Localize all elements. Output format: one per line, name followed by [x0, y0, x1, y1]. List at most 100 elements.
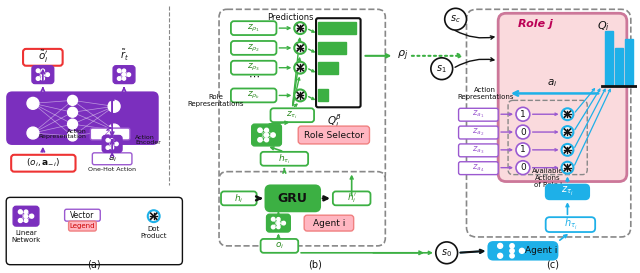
Circle shape: [36, 69, 40, 73]
FancyBboxPatch shape: [221, 191, 257, 205]
Circle shape: [41, 69, 44, 72]
Text: Linear
Network: Linear Network: [12, 230, 41, 243]
Text: Legend: Legend: [70, 223, 95, 229]
Circle shape: [122, 69, 125, 72]
Circle shape: [108, 124, 120, 136]
Bar: [625, 39, 633, 85]
Text: Action
Encoder: Action Encoder: [135, 135, 161, 145]
Text: 0: 0: [520, 127, 526, 136]
Circle shape: [282, 221, 285, 225]
Circle shape: [27, 97, 39, 109]
Text: One-Hot Action: One-Hot Action: [88, 167, 136, 172]
Text: $\tilde{o}_i^{\prime}$: $\tilde{o}_i^{\prime}$: [38, 49, 48, 65]
Text: $s_0$: $s_0$: [441, 247, 452, 259]
Text: $a_i$: $a_i$: [108, 153, 116, 164]
FancyBboxPatch shape: [23, 49, 63, 66]
Circle shape: [561, 108, 573, 120]
FancyBboxPatch shape: [231, 61, 276, 75]
FancyBboxPatch shape: [498, 13, 627, 182]
Bar: [318, 22, 356, 34]
Text: 0: 0: [520, 163, 526, 172]
Circle shape: [561, 126, 573, 138]
FancyBboxPatch shape: [219, 172, 385, 246]
Text: $\cdots$: $\cdots$: [248, 71, 260, 81]
Circle shape: [68, 96, 77, 105]
FancyBboxPatch shape: [65, 209, 100, 221]
Text: $h_i'$: $h_i'$: [347, 192, 356, 205]
FancyBboxPatch shape: [11, 155, 76, 172]
Text: $z_{a_i}$: $z_{a_i}$: [104, 128, 116, 140]
Circle shape: [111, 139, 114, 142]
Text: $z_{a_2}$: $z_{a_2}$: [472, 127, 484, 138]
Circle shape: [106, 146, 109, 149]
FancyBboxPatch shape: [459, 126, 498, 139]
Circle shape: [258, 138, 262, 142]
Circle shape: [258, 128, 262, 132]
Circle shape: [111, 146, 114, 149]
Text: Agent i: Agent i: [525, 246, 557, 255]
Circle shape: [46, 73, 49, 76]
FancyBboxPatch shape: [13, 206, 39, 226]
Text: Role j: Role j: [518, 19, 553, 29]
FancyBboxPatch shape: [102, 135, 122, 152]
Circle shape: [516, 107, 530, 121]
Text: $a_i$: $a_i$: [547, 78, 558, 90]
Circle shape: [41, 73, 44, 76]
FancyBboxPatch shape: [266, 214, 291, 232]
Text: $z_{\rho_2}$: $z_{\rho_2}$: [247, 42, 260, 54]
Circle shape: [498, 244, 502, 248]
Circle shape: [520, 248, 524, 253]
Circle shape: [277, 218, 280, 221]
Circle shape: [264, 128, 269, 132]
Circle shape: [24, 219, 28, 222]
Circle shape: [271, 133, 275, 137]
FancyBboxPatch shape: [252, 124, 282, 146]
Circle shape: [148, 210, 159, 222]
Text: $z_{\rho_3}$: $z_{\rho_3}$: [247, 62, 260, 73]
Circle shape: [294, 90, 306, 101]
Text: (a): (a): [88, 260, 101, 270]
FancyBboxPatch shape: [231, 88, 276, 102]
Text: Role
Representations: Role Representations: [188, 94, 244, 107]
Circle shape: [516, 143, 530, 157]
Circle shape: [510, 244, 514, 248]
Circle shape: [68, 119, 77, 129]
Text: $z_{a_3}$: $z_{a_3}$: [472, 145, 484, 156]
Text: Vector: Vector: [70, 211, 95, 220]
Circle shape: [19, 210, 22, 214]
Text: (c): (c): [546, 260, 559, 270]
FancyBboxPatch shape: [92, 153, 132, 165]
Circle shape: [68, 107, 77, 117]
Circle shape: [277, 221, 280, 225]
Text: Action
Representation: Action Representation: [38, 129, 86, 140]
Circle shape: [27, 127, 39, 139]
Text: $z_{\rho_k}$: $z_{\rho_k}$: [247, 90, 260, 101]
FancyBboxPatch shape: [6, 197, 182, 265]
Text: $h_{\tau_i}$: $h_{\tau_i}$: [278, 152, 291, 165]
Circle shape: [561, 162, 573, 174]
Circle shape: [271, 217, 275, 221]
FancyBboxPatch shape: [260, 239, 298, 253]
Text: $\rho_j$: $\rho_j$: [397, 49, 408, 63]
Text: 1: 1: [520, 145, 526, 154]
Circle shape: [510, 254, 514, 258]
Circle shape: [115, 142, 118, 146]
Circle shape: [431, 58, 452, 80]
Circle shape: [561, 144, 573, 156]
Circle shape: [29, 214, 34, 218]
Circle shape: [122, 73, 125, 76]
FancyBboxPatch shape: [459, 108, 498, 121]
Text: Action
Representations: Action Representations: [457, 87, 513, 100]
Text: GRU: GRU: [277, 192, 307, 205]
Circle shape: [516, 125, 530, 139]
Circle shape: [24, 210, 28, 213]
Circle shape: [294, 42, 306, 54]
Circle shape: [436, 242, 458, 264]
Circle shape: [294, 62, 306, 74]
Text: $h_{\tau_i}$: $h_{\tau_i}$: [564, 217, 577, 232]
Text: Dot
Product: Dot Product: [140, 226, 167, 239]
Text: $Q_i$: $Q_i$: [596, 19, 609, 33]
Circle shape: [277, 225, 280, 229]
FancyBboxPatch shape: [90, 128, 130, 140]
Bar: [605, 31, 613, 85]
